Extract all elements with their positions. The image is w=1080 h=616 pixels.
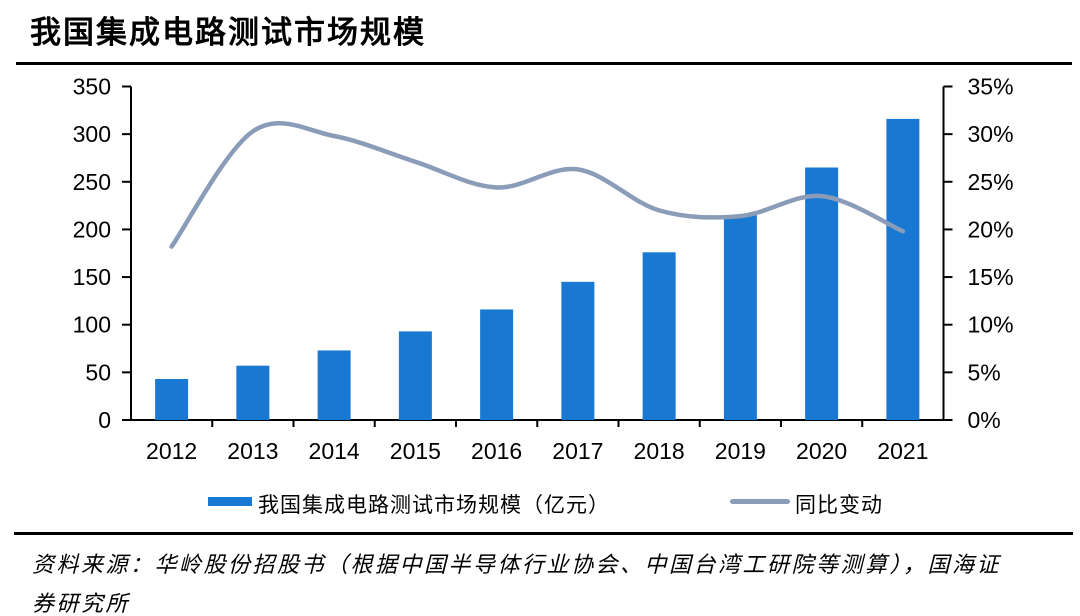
market-size-chart: 0 50 100 150 200 250 300 350 0% 5% 10% 15% 20% 25% 30%… [73,74,1014,465]
x-axis-label: 2012 [146,438,197,464]
left-axis-tick-label: 350 [73,74,111,100]
left-axis-tick-label: 0 [98,407,111,433]
bar-2017 [561,281,595,420]
bar-2020 [805,167,839,420]
bar-2021 [886,118,920,420]
title-divider [16,62,1072,65]
right-axis-tick-label: 30% [968,121,1014,147]
right-axis-tick-label: 20% [968,216,1014,242]
legend-line-label: 同比变动 [795,493,883,517]
x-axis-label: 2020 [796,438,847,464]
bar-2016 [480,309,514,420]
legend-bar-swatch [208,497,252,506]
left-axis-tick-label: 100 [73,312,111,338]
legend-line-swatch [730,499,790,504]
legend-bar-label: 我国集成电路测试市场规模（亿元） [258,493,610,517]
bar-2014 [317,350,351,420]
x-axis-label: 2015 [390,438,441,464]
left-axis-tick-label: 50 [85,359,111,385]
source-attribution: 资料来源：华岭股份招股书（根据中国半导体行业协会、中国台湾工研院等测算），国海证… [32,552,1002,616]
x-axis-label: 2018 [634,438,685,464]
page-title: 我国集成电路测试市场规模 [30,15,426,50]
left-axis-tick-label: 300 [73,121,111,147]
x-axis-label: 2016 [471,438,522,464]
bar-2012 [155,379,189,420]
left-axis-tick-label: 200 [73,216,111,242]
source-divider [14,532,1073,535]
right-axis-tick-label: 25% [968,169,1014,195]
right-axis-tick-label: 15% [968,264,1014,290]
x-axis-label: 2013 [227,438,278,464]
yoy-change-line [169,121,906,249]
x-axis-label: 2014 [309,438,360,464]
bar-2013 [236,365,270,420]
x-axis-label: 2017 [552,438,603,464]
bar-2015 [398,331,432,420]
right-axis-tick-label: 35% [968,74,1014,100]
x-axis-label: 2021 [877,438,928,464]
bar-2019 [723,215,757,420]
left-axis-tick-label: 150 [73,264,111,290]
left-axis-tick-label: 250 [73,169,111,195]
right-axis-tick-label: 0% [968,407,1001,433]
x-axis-label: 2019 [715,438,766,464]
right-axis-tick-label: 10% [968,312,1014,338]
bar-2018 [642,252,676,420]
right-axis-tick-label: 5% [968,359,1001,385]
